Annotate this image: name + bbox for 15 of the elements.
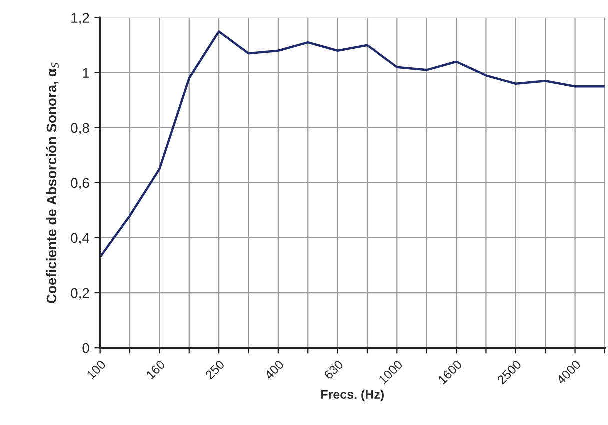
x-tick-label: 250 <box>204 360 226 380</box>
x-tick-label: 160 <box>146 360 166 380</box>
y-tick-label: 0,6 <box>71 178 90 190</box>
x-axis-title: Frecs. (Hz) <box>322 390 384 402</box>
y-axis-title: Coeficiente de Absorción Sonora, α$_{S}$ <box>46 62 59 304</box>
x-tick-label: 100 <box>86 360 106 380</box>
y-tick-label: 0 <box>82 343 90 354</box>
y-tick-label: 0,2 <box>71 288 90 300</box>
y-tick-label: 1,2 <box>72 13 90 25</box>
y-tick-label: 0,4 <box>71 233 90 245</box>
line-series <box>100 30 605 258</box>
x-tick-label: 630 <box>324 360 344 380</box>
y-tick-label: 0,8 <box>71 123 90 135</box>
x-tick-label: 400 <box>264 360 285 380</box>
y-tick-label: 1 <box>83 68 90 78</box>
